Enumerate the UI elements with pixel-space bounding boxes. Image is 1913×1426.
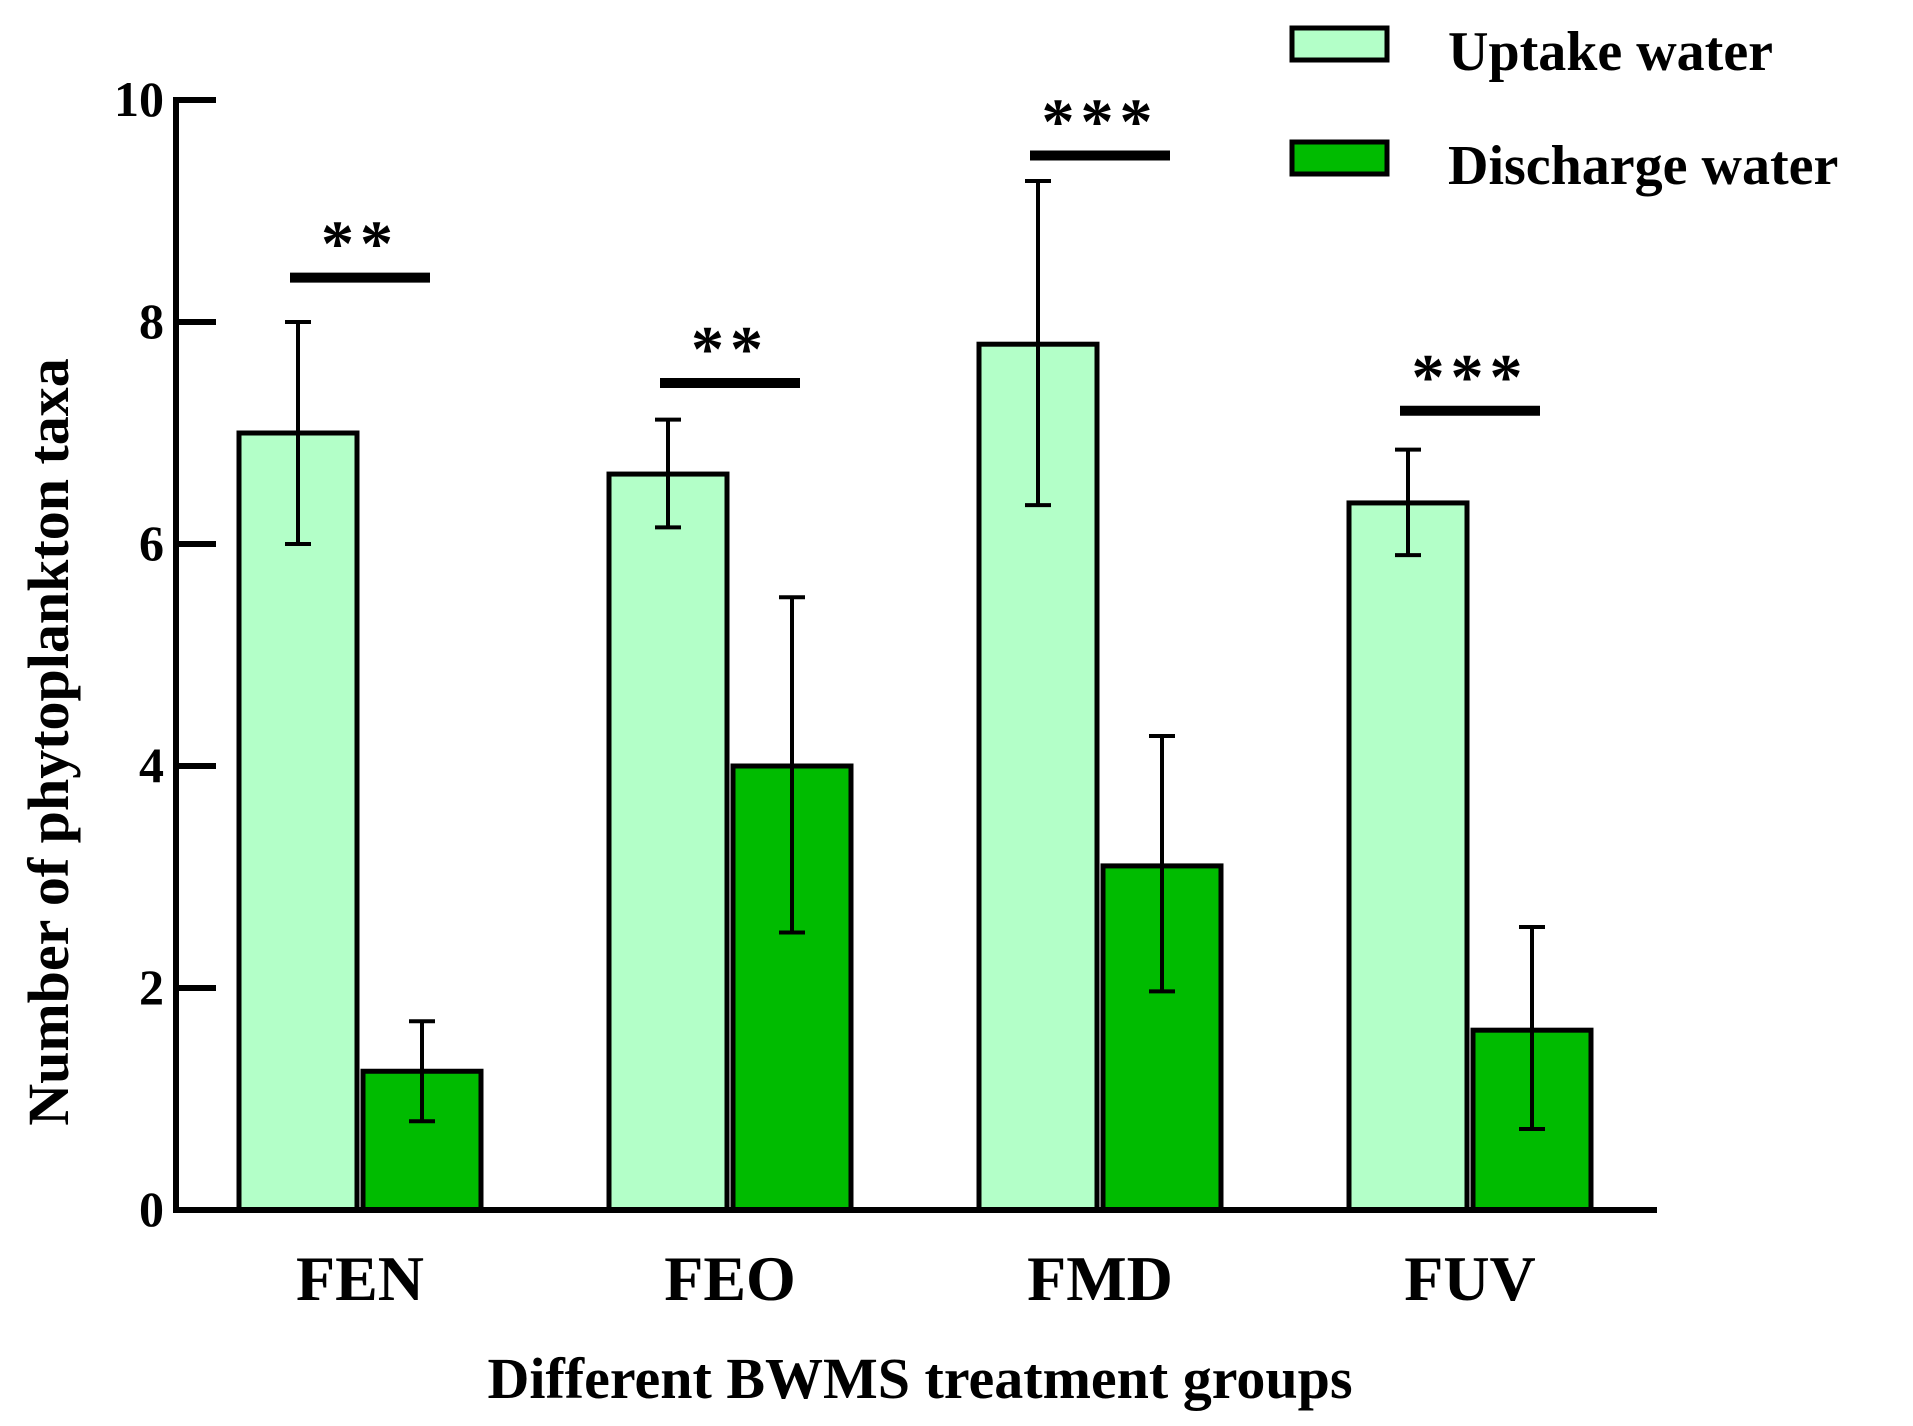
significance-label-fmd: *** (1042, 86, 1159, 159)
x-axis-label: Different BWMS treatment groups (487, 1346, 1352, 1411)
bar-fen-uptake (236, 430, 360, 1213)
legend-swatch-uptake (1289, 25, 1390, 63)
y-axis-label: Number of phytoplankton taxa (16, 358, 81, 1126)
x-tick-label-fen: FEN (296, 1243, 424, 1314)
y-tick-label-10: 10 (114, 71, 164, 127)
y-tick-label-2: 2 (139, 959, 164, 1015)
axes (173, 97, 1657, 1213)
x-tick-label-feo: FEO (664, 1243, 796, 1314)
y-tick-label-4: 4 (139, 737, 164, 793)
y-tick-label-8: 8 (139, 293, 164, 349)
x-tick-label-fmd: FMD (1027, 1243, 1173, 1314)
bar-feo-uptake (606, 471, 730, 1213)
significance-label-feo: ** (691, 313, 769, 386)
significance-label-fen: ** (321, 208, 399, 281)
legend: Uptake water Discharge water (1289, 21, 1838, 197)
plot-area: ********** (236, 86, 1594, 1213)
x-tick-labels: FEN FEO FMD FUV (296, 1243, 1536, 1314)
y-ticks: 0 2 4 6 8 10 (114, 71, 216, 1237)
significance-label-fuv: *** (1412, 341, 1529, 414)
y-tick-label-6: 6 (139, 515, 164, 571)
y-tick-label-0: 0 (139, 1181, 164, 1237)
bar-fuv-uptake (1346, 500, 1470, 1213)
legend-label-discharge: Discharge water (1448, 135, 1838, 197)
x-tick-label-fuv: FUV (1404, 1243, 1536, 1314)
legend-swatch-discharge (1289, 139, 1390, 177)
legend-label-uptake: Uptake water (1448, 21, 1773, 83)
